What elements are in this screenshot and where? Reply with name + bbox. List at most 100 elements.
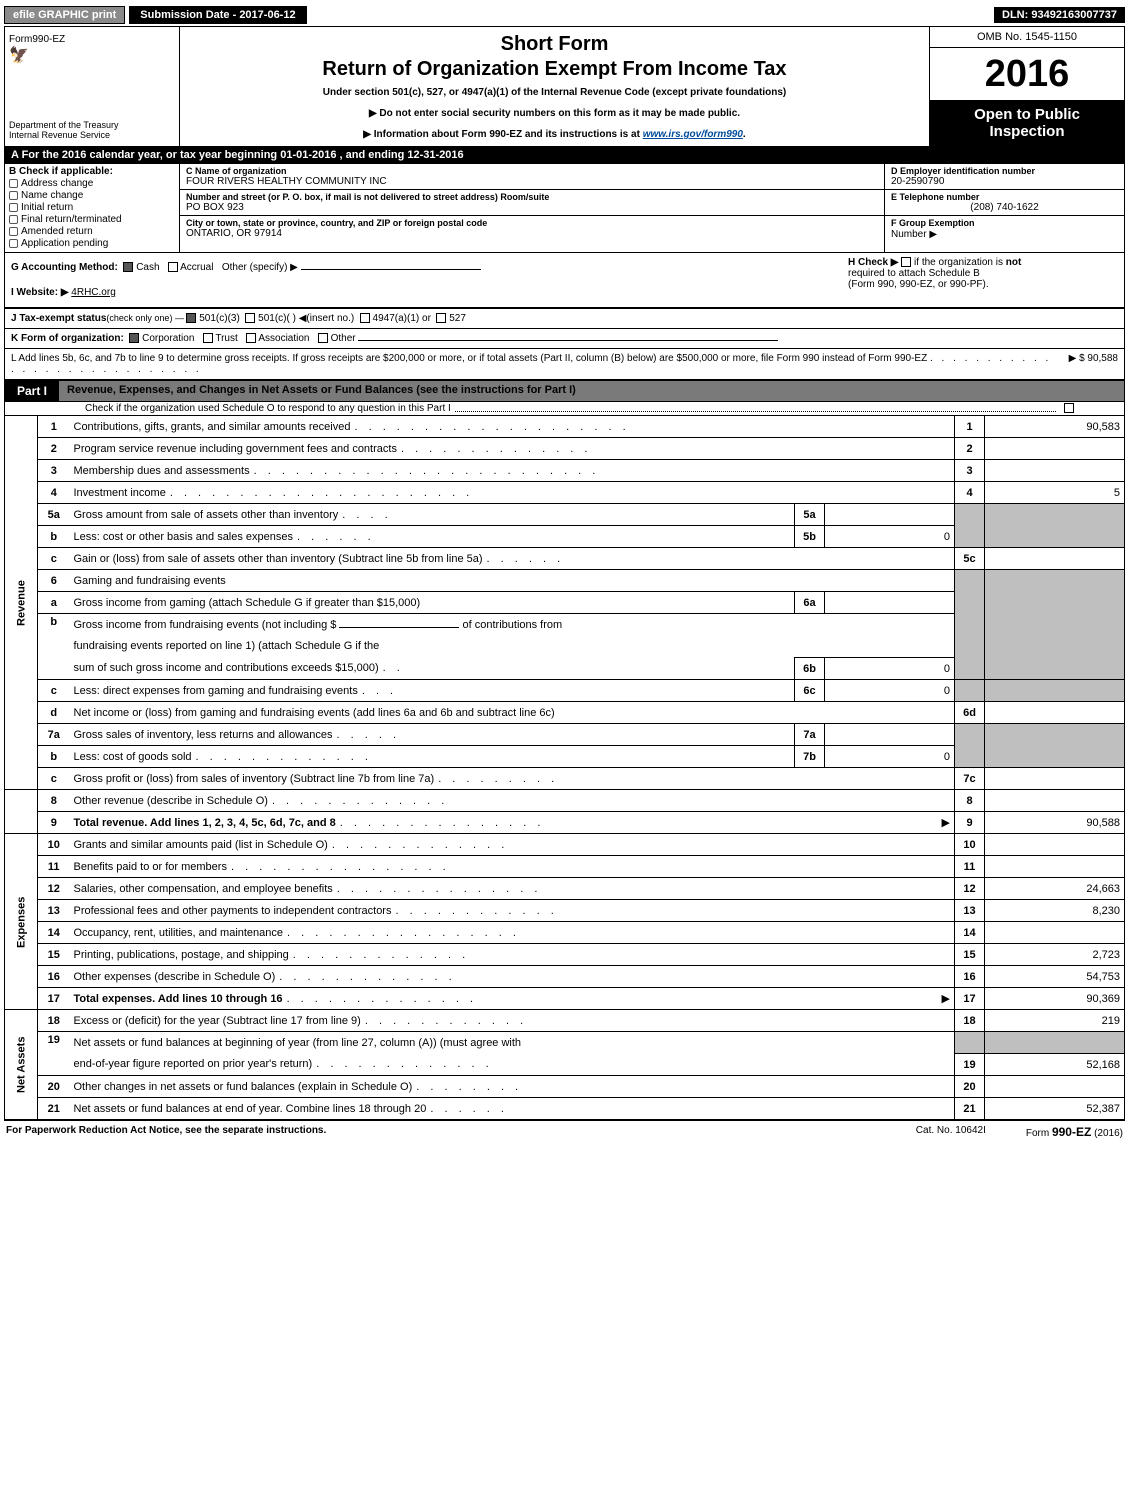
l7ab-rn-grey xyxy=(955,724,985,768)
check-4947[interactable] xyxy=(360,313,370,323)
check-name-change[interactable]: Name change xyxy=(9,190,175,201)
form-number-cell: Form990-EZ 🦅 Department of the Treasury … xyxy=(5,27,180,146)
line-16-row: 16 Other expenses (describe in Schedule … xyxy=(5,966,1125,988)
check-trust[interactable] xyxy=(203,333,213,343)
submission-date-button[interactable]: Submission Date - 2017-06-12 xyxy=(129,6,306,24)
l4-desc: Investment income. . . . . . . . . . . .… xyxy=(70,482,955,504)
info-post: . xyxy=(743,129,746,140)
line-1-row: Revenue 1 Contributions, gifts, grants, … xyxy=(5,416,1125,438)
check-association[interactable] xyxy=(246,333,256,343)
check-527[interactable] xyxy=(436,313,446,323)
l15-rn: 15 xyxy=(955,944,985,966)
l11-rn: 11 xyxy=(955,856,985,878)
l12-text: Salaries, other compensation, and employ… xyxy=(74,883,333,895)
l17-desc: Total expenses. Add lines 10 through 16.… xyxy=(70,988,955,1010)
check-corporation[interactable] xyxy=(129,333,139,343)
check-name-change-label: Name change xyxy=(21,190,83,201)
form-990ez-page: efile GRAPHIC print Submission Date - 20… xyxy=(0,0,1129,1147)
check-initial-return[interactable]: Initial return xyxy=(9,202,175,213)
other-specify-input[interactable] xyxy=(301,269,481,270)
l9-amt: 90,588 xyxy=(985,812,1125,834)
l6d-amt xyxy=(985,702,1125,724)
row-j-label: J Tax-exempt status xyxy=(11,313,106,324)
l17-rn: 17 xyxy=(955,988,985,1010)
l21-desc: Net assets or fund balances at end of ye… xyxy=(70,1098,955,1120)
check-application-pending-label: Application pending xyxy=(21,238,108,249)
l14-num: 14 xyxy=(38,922,70,944)
check-address-change-label: Address change xyxy=(21,178,93,189)
check-501c[interactable] xyxy=(245,313,255,323)
l7a-sv xyxy=(825,724,955,746)
l5c-desc: Gain or (loss) from sale of assets other… xyxy=(70,548,955,570)
form-footer-yr: (2016) xyxy=(1091,1128,1123,1139)
l7b-sv: 0 xyxy=(825,746,955,768)
l6b-blank[interactable] xyxy=(339,627,459,628)
return-title: Return of Organization Exempt From Incom… xyxy=(188,58,921,81)
l5b-text: Less: cost or other basis and sales expe… xyxy=(74,531,294,543)
irs-link[interactable]: www.irs.gov/form990 xyxy=(643,129,743,140)
line-9-row: 9 Total revenue. Add lines 1, 2, 3, 4, 5… xyxy=(5,812,1125,834)
l11-text: Benefits paid to or for members xyxy=(74,861,227,873)
l8-rn: 8 xyxy=(955,790,985,812)
l6c-rn-grey xyxy=(955,680,985,702)
l15-text: Printing, publications, postage, and shi… xyxy=(74,949,289,961)
check-address-change[interactable]: Address change xyxy=(9,178,175,189)
l5a-num: 5a xyxy=(38,504,70,526)
section-d-e-f: D Employer identification number 20-2590… xyxy=(884,164,1124,252)
l11-num: 11 xyxy=(38,856,70,878)
phone-row: E Telephone number (208) 740-1622 xyxy=(885,190,1124,216)
other-org-input[interactable] xyxy=(358,340,778,341)
department-label: Department of the Treasury Internal Reve… xyxy=(9,120,175,140)
o-501c: 501(c)( ) ◀(insert no.) xyxy=(258,313,354,324)
l6b-t2: of contributions from xyxy=(463,619,563,631)
line-20-row: 20 Other changes in net assets or fund b… xyxy=(5,1076,1125,1098)
l14-amt xyxy=(985,922,1125,944)
l6d-rn: 6d xyxy=(955,702,985,724)
l14-text: Occupancy, rent, utilities, and maintena… xyxy=(74,927,284,939)
check-schedule-o-part1[interactable] xyxy=(1064,403,1074,413)
check-schedule-b[interactable] xyxy=(901,257,911,267)
line-5a-row: 5a Gross amount from sale of assets othe… xyxy=(5,504,1125,526)
revenue-sidetab-ext xyxy=(5,790,38,834)
l7a-desc: Gross sales of inventory, less returns a… xyxy=(70,724,795,746)
check-501c3[interactable] xyxy=(186,313,196,323)
l12-num: 12 xyxy=(38,878,70,900)
part1-tab: Part I xyxy=(5,381,59,401)
l20-desc: Other changes in net assets or fund bala… xyxy=(70,1076,955,1098)
l14-rn: 14 xyxy=(955,922,985,944)
row-h-not: not xyxy=(1006,257,1022,268)
check-final-return-label: Final return/terminated xyxy=(21,214,122,225)
part1-table: Revenue 1 Contributions, gifts, grants, … xyxy=(4,415,1125,1120)
l5c-rn: 5c xyxy=(955,548,985,570)
l9-desc: Total revenue. Add lines 1, 2, 3, 4, 5c,… xyxy=(70,812,955,834)
section-c: C Name of organization FOUR RIVERS HEALT… xyxy=(180,164,884,252)
l6a-num: a xyxy=(38,592,70,614)
l6a-sn: 6a xyxy=(795,592,825,614)
check-accrual[interactable] xyxy=(168,262,178,272)
l6c-desc: Less: direct expenses from gaming and fu… xyxy=(70,680,795,702)
part1-subheader: Check if the organization used Schedule … xyxy=(4,402,1125,415)
l3-amt xyxy=(985,460,1125,482)
l1-desc: Contributions, gifts, grants, and simila… xyxy=(70,416,955,438)
l19-desc1: Net assets or fund balances at beginning… xyxy=(70,1032,955,1054)
l21-amt: 52,387 xyxy=(985,1098,1125,1120)
check-application-pending[interactable]: Application pending xyxy=(9,238,175,249)
check-amended-return[interactable]: Amended return xyxy=(9,226,175,237)
line-a-mid: , and ending xyxy=(340,149,408,161)
check-other-org[interactable] xyxy=(318,333,328,343)
row-j: J Tax-exempt status(check only one) — 50… xyxy=(4,308,1125,328)
check-cash[interactable] xyxy=(123,262,133,272)
line-18-row: Net Assets 18 Excess or (deficit) for th… xyxy=(5,1010,1125,1032)
check-final-return[interactable]: Final return/terminated xyxy=(9,214,175,225)
form-footer: Form 990-EZ (2016) xyxy=(1026,1125,1123,1139)
section-b-header: B Check if applicable: xyxy=(9,166,175,177)
l5c-amt xyxy=(985,548,1125,570)
l18-text: Excess or (deficit) for the year (Subtra… xyxy=(74,1015,361,1027)
efile-print-button[interactable]: efile GRAPHIC print xyxy=(4,6,125,24)
website-value[interactable]: 4RHC.org xyxy=(71,287,115,298)
l5a-desc: Gross amount from sale of assets other t… xyxy=(70,504,795,526)
line-a-pre: A For the 2016 calendar year, or tax yea… xyxy=(11,149,280,161)
l10-num: 10 xyxy=(38,834,70,856)
page-footer: For Paperwork Reduction Act Notice, see … xyxy=(4,1120,1125,1143)
title-right: OMB No. 1545-1150 2016 Open to Public In… xyxy=(929,27,1124,146)
